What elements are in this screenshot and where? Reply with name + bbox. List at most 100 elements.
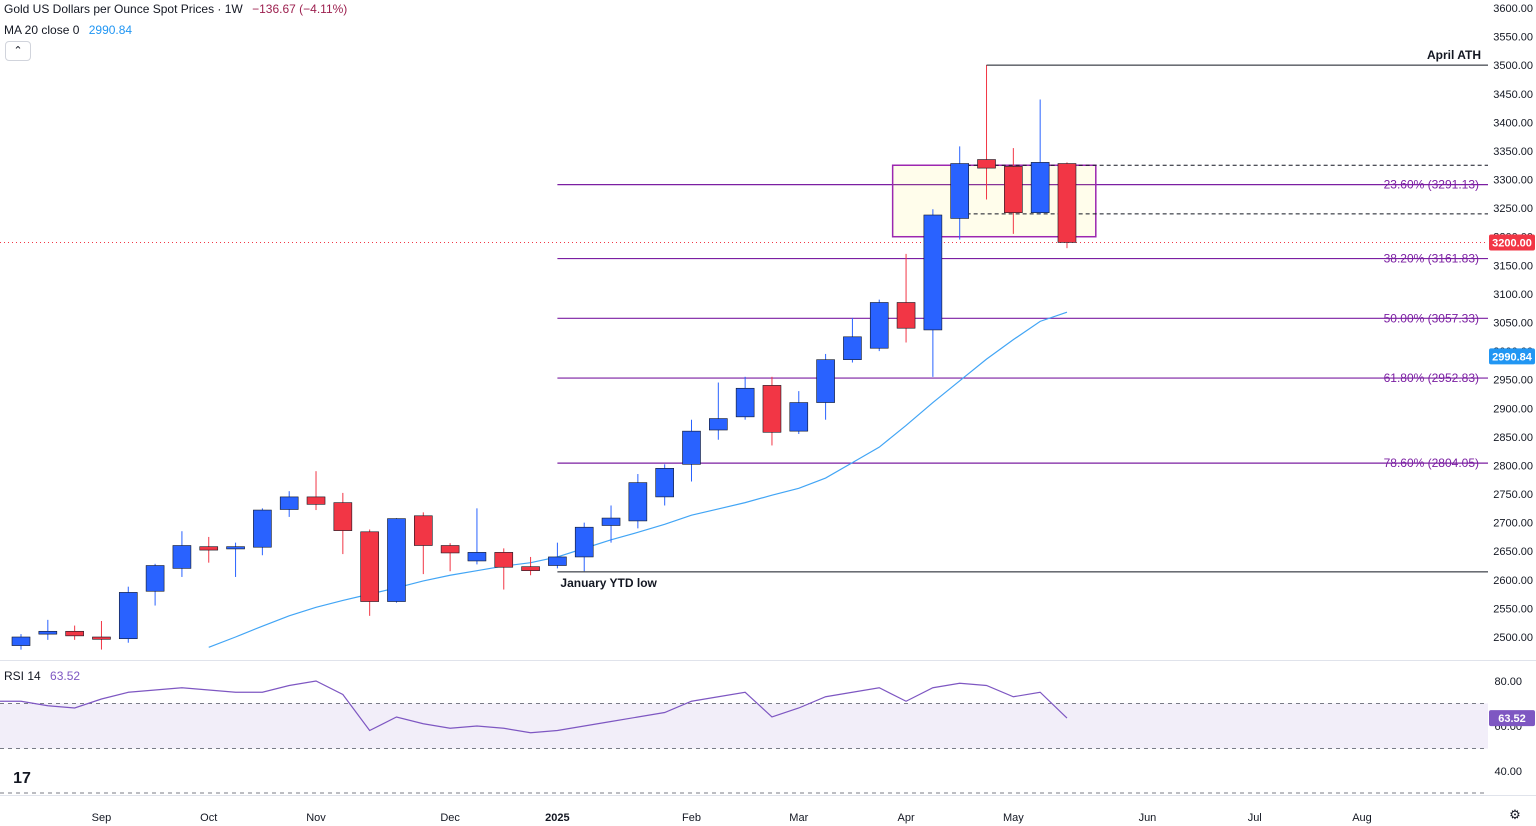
fib-level-label: 50.00% (3057.33) — [1384, 311, 1479, 325]
candle-body — [494, 552, 514, 568]
ma-label: MA 20 close 0 — [4, 23, 80, 37]
time-tick-label: Feb — [682, 812, 701, 824]
price-tick-label: 2700.00 — [1493, 518, 1533, 530]
price-tick-label: 3550.00 — [1493, 32, 1533, 44]
candle — [628, 474, 648, 529]
candle — [1004, 148, 1023, 234]
price-tick-label: 2750.00 — [1493, 489, 1533, 501]
candle-body — [253, 509, 272, 548]
rsi-label: RSI 14 — [4, 669, 41, 683]
fib-level-label: 38.20% (3161.83) — [1384, 252, 1479, 266]
price-tick-label: 3300.00 — [1493, 175, 1533, 187]
candle — [413, 512, 433, 575]
candle-body — [843, 336, 862, 360]
candle — [762, 376, 782, 446]
candle — [65, 625, 84, 640]
main-legend: Gold US Dollars per Ounce Spot Prices · … — [4, 2, 347, 16]
candle — [333, 492, 353, 555]
price-tick-label: 2500.00 — [1493, 632, 1533, 644]
chevron-up-icon[interactable]: ⌃ — [5, 41, 31, 61]
candle — [279, 491, 299, 517]
moving-average-layer — [208, 311, 1068, 648]
grid-layer — [0, 660, 1536, 796]
candle-body — [682, 430, 701, 465]
candle — [387, 518, 406, 603]
candle-body — [172, 545, 192, 569]
rsi-pane — [0, 680, 1488, 794]
time-tick-label: Jun — [1139, 812, 1157, 824]
price-tick-label: 2850.00 — [1493, 432, 1533, 444]
candle-body — [655, 468, 674, 498]
price-tick-label: 2550.00 — [1493, 603, 1533, 615]
time-tick-label: Dec — [440, 812, 460, 824]
candle-body — [306, 496, 326, 505]
candle-body — [1057, 163, 1077, 243]
candle — [11, 634, 31, 650]
candle-body — [226, 546, 245, 550]
candle-body — [413, 515, 433, 546]
candle — [92, 620, 111, 650]
time-tick-label: Nov — [306, 812, 326, 824]
candle-body — [762, 385, 782, 433]
rsi-tag: 63.52 — [1489, 710, 1535, 727]
candle — [38, 619, 58, 640]
ath-label: April ATH — [1427, 48, 1481, 62]
ma-value: 2990.84 — [88, 23, 133, 37]
candle — [1057, 162, 1077, 249]
candle-body — [601, 517, 621, 526]
rsi-tick-label: 80.00 — [1494, 676, 1522, 688]
candle-body — [279, 496, 299, 510]
gear-icon[interactable]: ⚙ — [1509, 807, 1521, 822]
candle-body — [65, 630, 84, 637]
candle-body — [816, 359, 835, 403]
time-tick-label: Sep — [92, 812, 112, 824]
candle — [950, 146, 970, 240]
fib-level-label: 23.60% (3291.13) — [1384, 178, 1479, 192]
candle — [467, 508, 487, 565]
candle-body — [789, 402, 809, 432]
candle — [440, 543, 460, 572]
price-tick-label: 3100.00 — [1493, 289, 1533, 301]
candle — [306, 471, 326, 511]
candle-body — [923, 214, 943, 331]
candle-body — [118, 592, 138, 640]
candle — [226, 542, 245, 577]
candle — [843, 317, 862, 363]
axis-layer: 2500.00 2550.00 2600.00 2650.00 2700.00 2750.… — [92, 3, 1535, 824]
candle — [253, 508, 272, 556]
fib-level-label: 61.80% (2952.83) — [1384, 371, 1479, 385]
candle-body — [977, 159, 996, 169]
candle-body — [896, 302, 916, 329]
price-tick-label: 3500.00 — [1493, 60, 1533, 72]
ma20-line — [208, 311, 1068, 648]
rsi-band — [0, 703, 1488, 749]
candle-body — [1004, 166, 1023, 214]
ytd-low-label: January YTD low — [560, 576, 657, 590]
candle-body — [574, 526, 594, 558]
candle-body — [387, 518, 406, 602]
rsi-legend: RSI 14 63.52 — [4, 669, 80, 683]
candle — [709, 382, 728, 440]
candle — [574, 522, 594, 572]
price-change: −136.67 (−4.11%) — [252, 2, 348, 16]
price-tag-bg — [1489, 234, 1535, 251]
candle — [521, 556, 540, 576]
candle — [145, 563, 165, 606]
candle — [735, 376, 755, 420]
candle-body — [360, 531, 379, 602]
candle-body — [333, 502, 353, 531]
time-tick-label: Apr — [897, 812, 914, 824]
candle — [360, 529, 379, 616]
tradingview-logo-icon[interactable]: 17 — [8, 767, 36, 791]
price-tick-label: 3350.00 — [1493, 146, 1533, 158]
ma-tag: 2990.84 — [1489, 348, 1535, 365]
time-tick-label: Oct — [200, 812, 217, 824]
candle-body — [735, 387, 755, 418]
ma-legend: MA 20 close 0 2990.84 — [4, 23, 132, 37]
candle — [789, 391, 809, 435]
candle — [923, 209, 943, 377]
price-tick-label: 2800.00 — [1493, 460, 1533, 472]
rsi-value: 63.52 — [50, 669, 81, 683]
chart-title: Gold US Dollars per Ounce Spot Prices · … — [4, 2, 243, 16]
